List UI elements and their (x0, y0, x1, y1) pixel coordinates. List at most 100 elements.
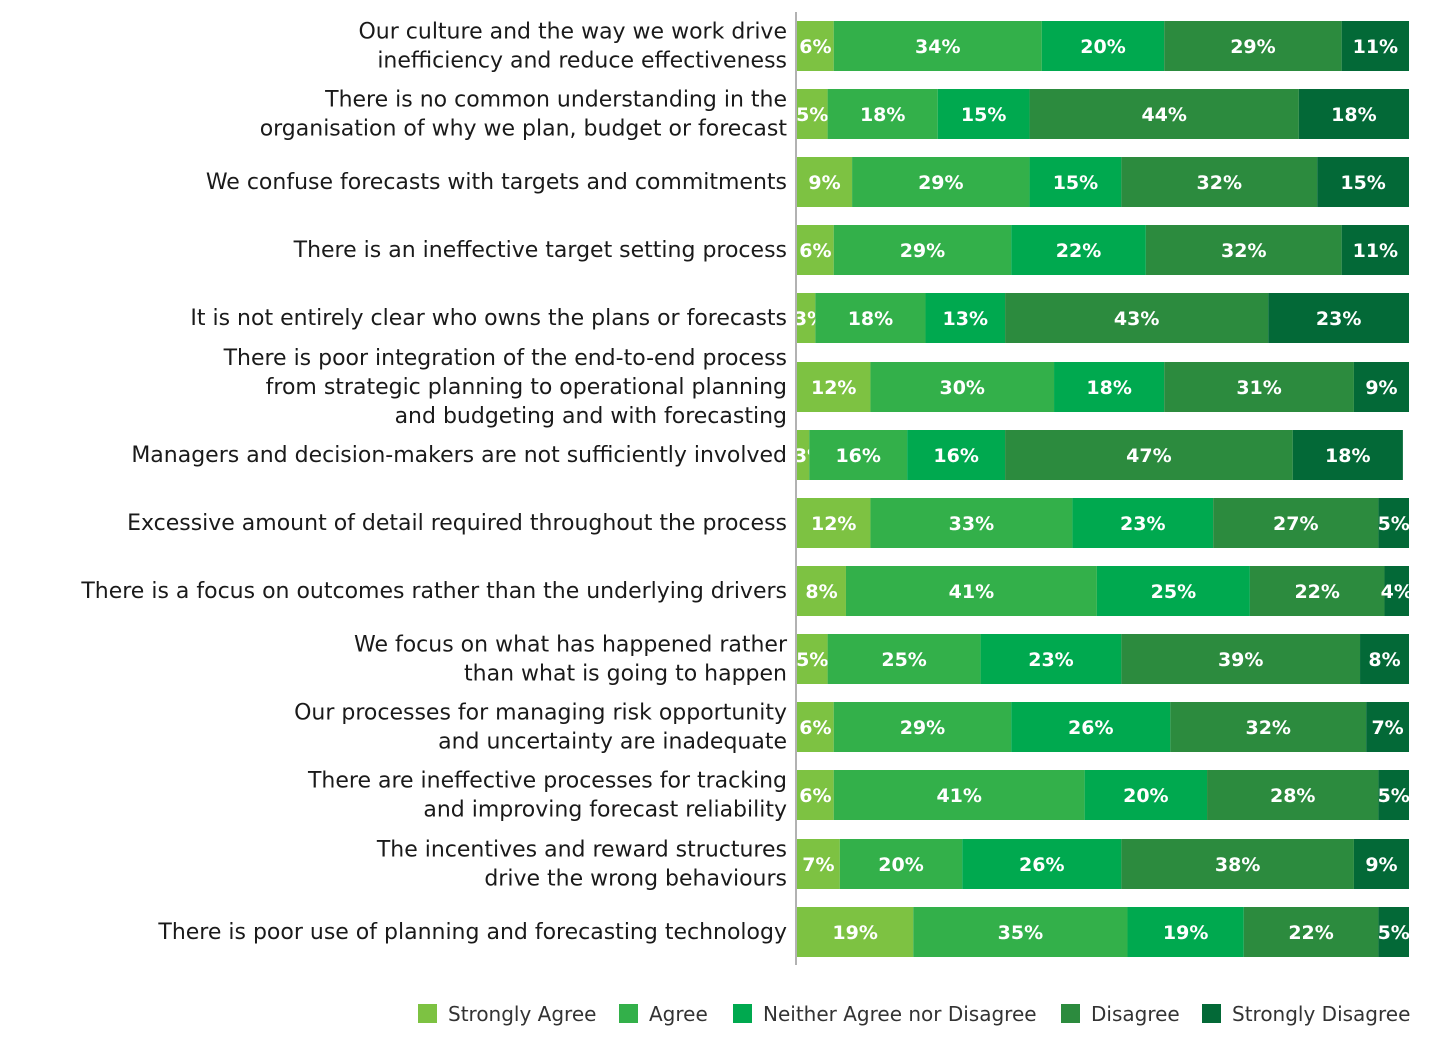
bar-segment-neither-agree-nor-disagree (1041, 21, 1165, 71)
bar-segment-strongly-disagree (1353, 362, 1409, 412)
data-label: 11% (1353, 36, 1398, 58)
bar-segment-strongly-disagree (1292, 430, 1403, 480)
data-label: 5% (796, 649, 828, 671)
bar-segment-neither-agree-nor-disagree (937, 89, 1030, 139)
data-label: 15% (1053, 172, 1098, 194)
bar-segment-disagree (1243, 907, 1379, 957)
data-label: 23% (1120, 513, 1165, 535)
category-label: organisation of why we plan, budget or f… (260, 117, 788, 142)
bar-segment-neither-agree-nor-disagree (925, 293, 1006, 343)
data-label: 13% (943, 308, 988, 330)
bar-segment-strongly-agree (797, 89, 828, 139)
data-label: 6% (799, 240, 831, 262)
bar-segment-strongly-agree (797, 498, 871, 548)
bar-segment-agree (845, 566, 1097, 616)
data-label: 28% (1270, 785, 1315, 807)
category-label: It is not entirely clear who owns the pl… (190, 306, 787, 331)
bar-segment-neither-agree-nor-disagree (1011, 702, 1171, 752)
bar-segment-strongly-agree (797, 225, 834, 275)
category-label: There is a focus on outcomes rather than… (80, 579, 787, 604)
data-label: 20% (1123, 785, 1168, 807)
bar-segment-disagree (1164, 21, 1342, 71)
data-label: 16% (835, 445, 880, 467)
bar-segment-agree (827, 89, 938, 139)
bar-segment-agree (833, 770, 1085, 820)
legend-label: Strongly Disagree (1232, 1002, 1410, 1026)
bar-segment-agree (870, 362, 1055, 412)
data-label: 47% (1126, 445, 1171, 467)
bar-segment-strongly-agree (797, 362, 871, 412)
bar-segment-strongly-agree (797, 702, 834, 752)
bar-segment-strongly-agree (797, 157, 853, 207)
bar-segment-disagree (1121, 839, 1354, 889)
legend-label: Agree (649, 1002, 708, 1026)
bar-segment-agree (913, 907, 1128, 957)
category-label: There is no common understanding in the (324, 88, 787, 113)
legend-swatch (733, 1004, 752, 1023)
category-label: than what is going to happen (464, 662, 787, 687)
data-label: 19% (1163, 922, 1208, 944)
data-label: 6% (799, 785, 831, 807)
legend-swatch (418, 1004, 437, 1023)
data-label: 26% (1019, 854, 1064, 876)
data-label: 18% (860, 104, 905, 126)
category-label: Our processes for managing risk opportun… (294, 701, 787, 726)
data-label: 6% (799, 36, 831, 58)
bar-segment-strongly-agree (797, 839, 840, 889)
data-label: 18% (1331, 104, 1376, 126)
data-label: 35% (998, 922, 1043, 944)
data-label: 5% (796, 104, 828, 126)
bar-segment-strongly-disagree (1268, 293, 1409, 343)
data-label: 8% (805, 581, 837, 603)
bar-segment-neither-agree-nor-disagree (1096, 566, 1250, 616)
bar-segment-strongly-disagree (1360, 634, 1409, 684)
bar-segment-disagree (1164, 362, 1354, 412)
data-label: 39% (1218, 649, 1263, 671)
data-label: 22% (1056, 240, 1101, 262)
bar-segment-neither-agree-nor-disagree (1072, 498, 1214, 548)
bar-segment-disagree (1005, 430, 1293, 480)
category-label: The incentives and reward structures (376, 838, 787, 863)
legend-label: Neither Agree nor Disagree (763, 1002, 1037, 1026)
data-label: 41% (949, 581, 994, 603)
data-label: 26% (1068, 717, 1113, 739)
data-label: 9% (1365, 854, 1397, 876)
category-label: from strategic planning to operational p… (266, 375, 787, 400)
data-label: 9% (808, 172, 840, 194)
bar-segment-neither-agree-nor-disagree (1084, 770, 1208, 820)
data-label: 31% (1236, 377, 1281, 399)
bar-segment-strongly-disagree (1378, 770, 1409, 820)
bar-segment-strongly-disagree (1317, 157, 1409, 207)
category-label: There are ineffective processes for trac… (307, 769, 787, 794)
data-label: 15% (1340, 172, 1385, 194)
data-label: 12% (811, 513, 856, 535)
bar-segment-strongly-agree (797, 907, 914, 957)
data-label: 12% (811, 377, 856, 399)
data-label: 4% (1381, 581, 1413, 603)
bar-segment-agree (815, 293, 926, 343)
category-label: drive the wrong behaviours (484, 867, 787, 892)
category-label: inefficiency and reduce effectiveness (377, 49, 787, 74)
category-label: and uncertainty are inadequate (438, 730, 787, 755)
data-label: 34% (915, 36, 960, 58)
category-label: There is poor use of planning and foreca… (157, 920, 787, 945)
bar-segment-strongly-agree (797, 770, 834, 820)
bar-segment-agree (833, 225, 1012, 275)
bar-segment-neither-agree-nor-disagree (1127, 907, 1244, 957)
data-label: 22% (1294, 581, 1339, 603)
data-label: 32% (1221, 240, 1266, 262)
bar-segment-agree (833, 702, 1012, 752)
bar-segment-strongly-agree (797, 430, 810, 480)
bar-segment-agree (833, 21, 1042, 71)
data-label: 32% (1197, 172, 1242, 194)
data-label: 16% (933, 445, 978, 467)
bar-segment-strongly-disagree (1366, 702, 1409, 752)
bar-segment-disagree (1005, 293, 1269, 343)
bar-segment-disagree (1121, 157, 1318, 207)
bar-segment-disagree (1145, 225, 1342, 275)
data-label: 11% (1353, 240, 1398, 262)
data-label: 25% (881, 649, 926, 671)
bar-segment-disagree (1249, 566, 1385, 616)
category-label: Excessive amount of detail required thro… (127, 511, 787, 536)
